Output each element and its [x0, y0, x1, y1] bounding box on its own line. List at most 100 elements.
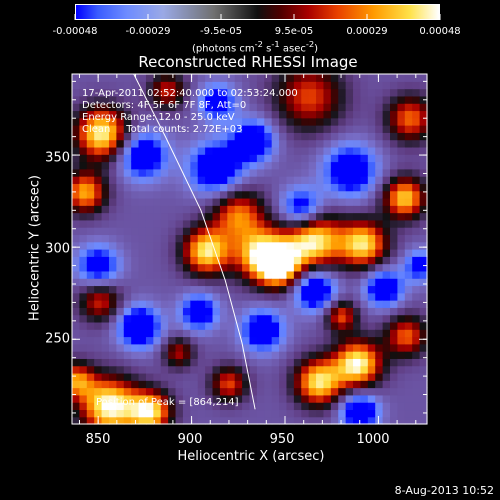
heatmap-cell [286, 88, 295, 97]
heatmap-cell [131, 95, 140, 104]
heatmap-cell [94, 336, 103, 345]
heatmap-cell [153, 176, 162, 184]
heatmap-cell [131, 329, 140, 338]
heatmap-cell [323, 387, 332, 396]
heatmap-cell [360, 241, 369, 250]
heatmap-cell [108, 219, 117, 228]
heatmap-cell [390, 81, 399, 90]
heatmap-cell [390, 95, 399, 104]
heatmap-cell [375, 256, 384, 265]
heatmap-cell [375, 241, 384, 250]
heatmap-cell [404, 278, 413, 287]
heatmap-cell [212, 372, 221, 381]
heatmap-cell [419, 197, 428, 206]
heatmap-cell [227, 321, 236, 330]
heatmap-cell [116, 219, 125, 228]
heatmap-cell [86, 95, 95, 104]
heatmap-cell [308, 161, 317, 170]
heatmap-cell [116, 168, 125, 177]
heatmap-cell [219, 125, 228, 133]
heatmap-cell [175, 110, 184, 119]
heatmap-cell [279, 307, 288, 316]
heatmap-cell [308, 88, 317, 97]
heatmap-cell [145, 307, 154, 316]
heatmap-cell [94, 103, 103, 112]
heatmap-cell [264, 197, 273, 206]
heatmap-cell [316, 329, 325, 338]
heatmap-cell [390, 387, 399, 396]
heatmap-cell [168, 234, 177, 243]
heatmap-cell [212, 212, 221, 221]
heatmap-cell [345, 336, 354, 345]
heatmap-cell [234, 372, 243, 381]
heatmap-cell [301, 132, 310, 141]
heatmap-cell [182, 365, 191, 374]
heatmap-cell [227, 234, 236, 243]
heatmap-cell [86, 234, 95, 243]
heatmap-cell [116, 409, 125, 418]
heatmap-cell [256, 278, 265, 287]
heatmap-cell [101, 351, 110, 359]
heatmap-cell [168, 372, 177, 381]
heatmap-cell [271, 212, 280, 221]
heatmap-cell [108, 132, 117, 141]
heatmap-cell [190, 351, 199, 359]
heatmap-cell [197, 329, 206, 338]
heatmap-cell [397, 88, 406, 97]
heatmap-cell [212, 205, 221, 214]
heatmap-cell [308, 81, 317, 90]
heatmap-cell [316, 249, 325, 257]
info-line: Energy Range: 12.0 - 25.0 keV [82, 112, 235, 123]
heatmap-cell [168, 263, 177, 272]
heatmap-cell [323, 212, 332, 221]
heatmap-cell [293, 139, 302, 148]
heatmap-cell [131, 314, 140, 323]
heatmap-cell [123, 139, 132, 148]
heatmap-cell [86, 219, 95, 228]
heatmap-cell [249, 81, 258, 90]
heatmap-cell [138, 292, 147, 301]
heatmap-cell [345, 168, 354, 177]
heatmap-cell [72, 161, 80, 170]
heatmap-cell [330, 197, 339, 206]
heatmap-cell [256, 241, 265, 250]
heatmap-cell [101, 329, 110, 338]
heatmap-cell [397, 358, 406, 367]
heatmap-cell [367, 336, 376, 345]
heatmap-cell [419, 380, 428, 389]
heatmap-cell [367, 394, 376, 403]
heatmap-cell [264, 146, 273, 155]
heatmap-cell [234, 110, 243, 119]
heatmap-cell [116, 321, 125, 330]
heatmap-cell [345, 183, 354, 192]
heatmap-cell [271, 365, 280, 374]
heatmap-cell [264, 285, 273, 294]
heatmap-cell [338, 409, 347, 418]
heatmap-cell [72, 351, 80, 359]
y-axis-label: Heliocentric Y (arcsec) [27, 175, 43, 321]
heatmap-cell [234, 270, 243, 279]
heatmap-cell [360, 176, 369, 184]
heatmap-cell [390, 402, 399, 411]
heatmap-cell [190, 197, 199, 206]
heatmap-cell [375, 117, 384, 126]
heatmap-cell [316, 125, 325, 133]
heatmap-cell [190, 343, 199, 352]
heatmap-cell [264, 314, 273, 323]
heatmap-cell [131, 285, 140, 294]
heatmap-cell [323, 132, 332, 141]
heatmap-cell [79, 154, 88, 163]
heatmap-cell [168, 336, 177, 345]
heatmap-cell [249, 176, 258, 184]
heatmap-cell [338, 336, 347, 345]
heatmap-cell [323, 314, 332, 323]
heatmap-cell [138, 183, 147, 192]
heatmap-cell [264, 110, 273, 119]
heatmap-cell [338, 285, 347, 294]
heatmap-cell [293, 394, 302, 403]
heatmap-cell [360, 343, 369, 352]
heatmap-cell [234, 278, 243, 287]
heatmap-cell [160, 314, 169, 323]
heatmap-cell [271, 285, 280, 294]
